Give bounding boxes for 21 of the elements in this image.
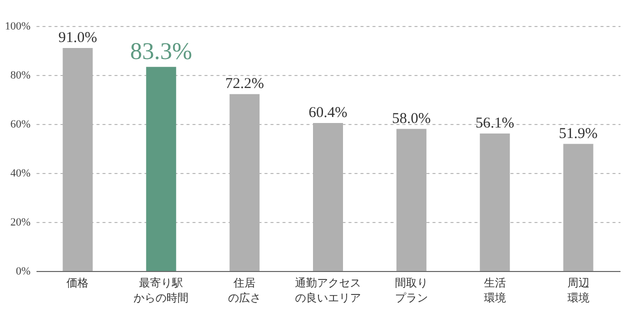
y-tick-label: 20% bbox=[10, 216, 30, 228]
bar bbox=[146, 66, 176, 271]
data-label: 51.9% bbox=[558, 126, 598, 142]
data-label: 56.1% bbox=[475, 116, 514, 132]
x-tick-label: 生活環境 bbox=[484, 276, 506, 304]
data-label: 72.2% bbox=[225, 76, 264, 92]
x-tick-label: 通勤アクセスの良いエリア bbox=[295, 276, 361, 304]
y-tick-label: 40% bbox=[10, 168, 30, 180]
data-label: 83.3% bbox=[130, 38, 192, 65]
data-label: 58.0% bbox=[392, 110, 431, 127]
x-tick-label: 最寄り駅からの時間 bbox=[134, 276, 189, 304]
y-tick-label: 60% bbox=[10, 118, 30, 130]
data-label: 60.4% bbox=[308, 105, 348, 122]
y-tick-label: 80% bbox=[10, 70, 30, 82]
x-tick-label: 住居の広さ bbox=[228, 276, 262, 304]
y-tick-label: 100% bbox=[4, 20, 30, 32]
y-tick-label: 0% bbox=[16, 266, 30, 278]
x-tick-label: 間取りプラン bbox=[394, 276, 428, 304]
x-tick-label: 価格 bbox=[66, 276, 89, 290]
x-tick-label: 周辺環境 bbox=[567, 276, 590, 304]
data-label: 91.0% bbox=[58, 30, 98, 46]
